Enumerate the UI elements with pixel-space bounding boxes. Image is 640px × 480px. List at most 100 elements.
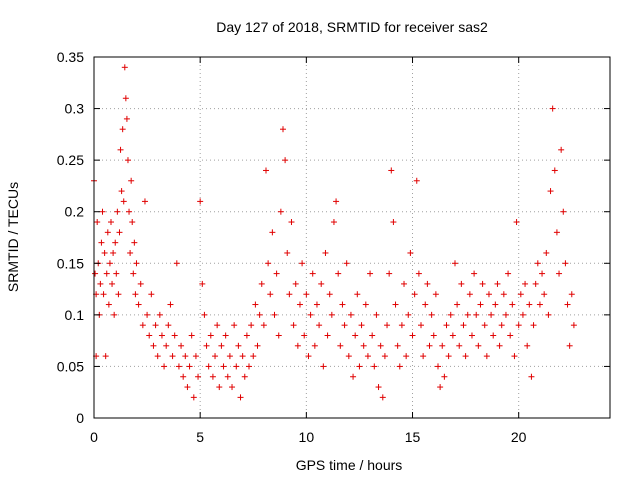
data-point [311, 342, 318, 349]
data-point [305, 353, 312, 360]
data-point [115, 291, 122, 298]
data-point [494, 280, 501, 287]
x-tick-label: 15 [405, 429, 421, 445]
data-point [394, 342, 401, 349]
data-point [101, 249, 108, 256]
data-point [173, 260, 180, 267]
data-point [379, 394, 386, 401]
data-point [362, 301, 369, 308]
data-point [216, 384, 223, 391]
data-point [235, 342, 242, 349]
data-point [407, 249, 414, 256]
data-point [114, 208, 121, 215]
data-point [294, 342, 301, 349]
data-point [358, 322, 365, 329]
data-point [347, 311, 354, 318]
data-point [524, 342, 531, 349]
data-point [460, 322, 467, 329]
axis-ticks [93, 56, 610, 419]
data-points [91, 64, 577, 401]
data-point [110, 249, 117, 256]
tick-labels: 0 0.05 0.1 0.15 0.2 0.25 0.3 0.35 0 5 10 15 20 [57, 49, 527, 445]
data-point [209, 373, 216, 380]
x-tick-label: 5 [196, 429, 204, 445]
y-tick-label: 0 [76, 410, 84, 426]
data-point [137, 280, 144, 287]
data-point [409, 332, 416, 339]
data-point [488, 311, 495, 318]
data-point [201, 311, 208, 318]
data-point [267, 291, 274, 298]
data-point [462, 353, 469, 360]
data-point [282, 157, 289, 164]
data-point [161, 363, 168, 370]
data-point [492, 301, 499, 308]
data-point [192, 353, 199, 360]
data-point [568, 291, 575, 298]
data-point [519, 311, 526, 318]
data-point [113, 270, 120, 277]
data-point [290, 322, 297, 329]
data-point [328, 311, 335, 318]
data-point [396, 363, 403, 370]
data-point [233, 363, 240, 370]
data-point [190, 394, 197, 401]
data-point [218, 342, 225, 349]
data-point [388, 167, 395, 174]
data-point [364, 353, 371, 360]
data-point [117, 146, 124, 153]
x-axis-label: GPS time / hours [296, 457, 403, 473]
data-point [551, 167, 558, 174]
data-point [246, 363, 253, 370]
data-point [271, 311, 278, 318]
data-point [254, 342, 261, 349]
data-point [252, 301, 259, 308]
data-point [120, 198, 127, 205]
data-point [144, 311, 151, 318]
data-point [299, 260, 306, 267]
data-point [100, 291, 107, 298]
data-point [437, 384, 444, 391]
data-point [415, 270, 422, 277]
data-point [345, 353, 352, 360]
x-tick-label: 0 [90, 429, 98, 445]
y-tick-label: 0.15 [57, 255, 84, 271]
data-point [214, 322, 221, 329]
data-point [205, 363, 212, 370]
data-point [178, 342, 185, 349]
data-point [330, 219, 337, 226]
plot-frame [93, 56, 611, 419]
data-point [418, 322, 425, 329]
data-point [148, 291, 155, 298]
data-point [269, 229, 276, 236]
data-point [390, 219, 397, 226]
data-point [273, 270, 280, 277]
data-point [430, 332, 437, 339]
data-point [549, 105, 556, 112]
data-point [451, 260, 458, 267]
data-point [498, 322, 505, 329]
data-point [354, 291, 361, 298]
data-point [447, 311, 454, 318]
data-point [292, 280, 299, 287]
data-point [104, 229, 111, 236]
y-tick-label: 0.05 [57, 358, 84, 374]
data-point [505, 270, 512, 277]
data-point [356, 363, 363, 370]
data-point [156, 311, 163, 318]
data-point [564, 301, 571, 308]
y-tick-label: 0.35 [57, 49, 84, 65]
data-point [123, 115, 130, 122]
data-point [277, 208, 284, 215]
data-point [175, 363, 182, 370]
data-point [532, 280, 539, 287]
data-point [165, 322, 172, 329]
data-point [188, 332, 195, 339]
data-point [132, 291, 139, 298]
data-point [97, 280, 104, 287]
data-point [320, 363, 327, 370]
data-point [241, 373, 248, 380]
data-point [502, 311, 509, 318]
data-point [468, 332, 475, 339]
data-point [109, 280, 116, 287]
